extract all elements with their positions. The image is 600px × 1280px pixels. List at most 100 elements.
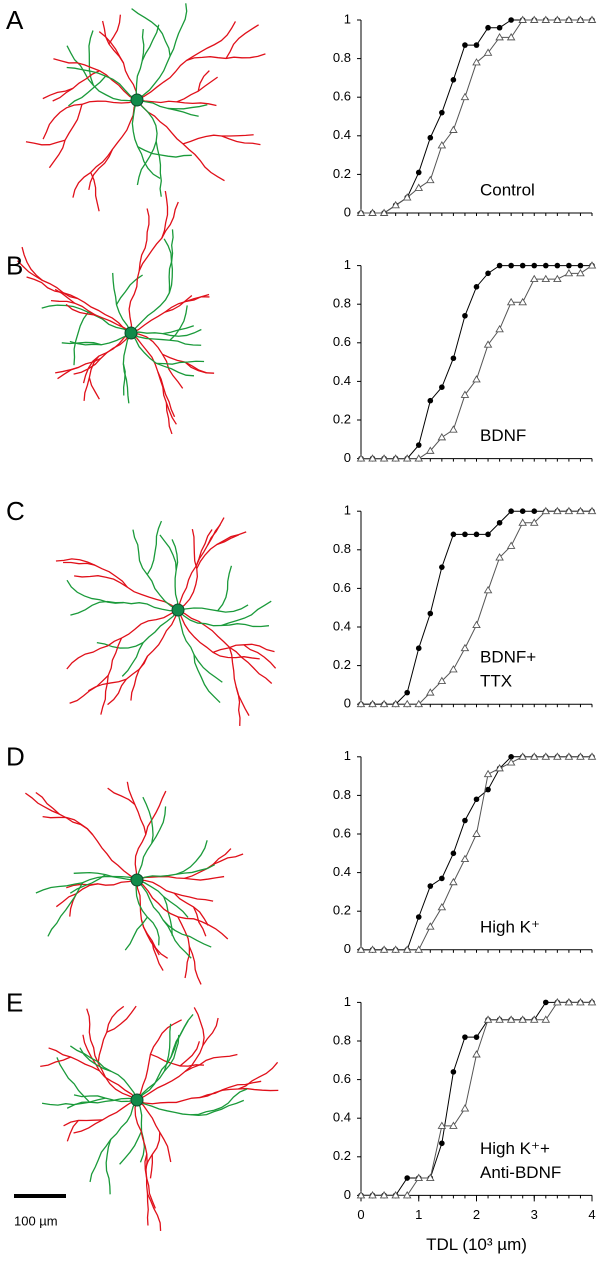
point [450, 355, 457, 362]
point [426, 922, 435, 930]
dendrite [207, 517, 225, 546]
series-line [361, 19, 592, 214]
point [415, 645, 422, 652]
point [415, 442, 422, 448]
point [485, 270, 491, 277]
point [483, 48, 493, 56]
point [356, 1191, 366, 1199]
point [518, 15, 527, 23]
series-line [361, 756, 592, 951]
point [427, 397, 434, 404]
point [462, 42, 468, 48]
point [437, 902, 447, 911]
point [414, 1173, 424, 1181]
dendrite [137, 146, 192, 158]
dendrite [88, 99, 138, 191]
point [449, 877, 458, 886]
y-tick-label: 0.6 [333, 89, 351, 104]
point [449, 425, 458, 433]
point [379, 208, 389, 216]
dendrite [177, 916, 191, 979]
point [462, 817, 468, 824]
point [356, 208, 366, 216]
point [391, 699, 400, 708]
point [460, 390, 470, 398]
panel-label: E [6, 987, 23, 1017]
point [495, 324, 504, 333]
point [553, 752, 562, 760]
dendrite [66, 1119, 79, 1142]
point [587, 15, 597, 23]
y-tick-label: 0.2 [333, 903, 351, 918]
y-tick-label: 0.4 [333, 127, 351, 142]
dendrite [119, 1130, 143, 1165]
point [402, 1191, 412, 1199]
point [553, 998, 562, 1006]
y-tick-label: 0.8 [333, 1032, 351, 1047]
neuron-drawing [25, 781, 244, 985]
dendrite [156, 360, 205, 365]
point [508, 17, 514, 23]
y-tick-label: 1 [344, 257, 351, 272]
x-tick-label: 3 [531, 1207, 538, 1222]
dendrite [221, 135, 261, 146]
point [356, 699, 366, 708]
point [472, 375, 481, 383]
y-tick-label: 0.4 [333, 864, 351, 879]
panel-label: B [6, 250, 23, 280]
dendrite [136, 1019, 182, 1101]
point [426, 1173, 435, 1181]
point [450, 850, 457, 857]
point [529, 274, 539, 283]
point [495, 1015, 504, 1023]
dendrite [55, 558, 96, 566]
point [496, 24, 503, 31]
y-tick-label: 0.4 [333, 373, 351, 388]
dendrite [70, 600, 179, 616]
point [414, 183, 424, 191]
point [576, 268, 585, 277]
dendrite [66, 1097, 106, 1109]
y-tick-label: 0.6 [333, 580, 351, 595]
dendrite [136, 875, 225, 881]
point [554, 262, 561, 269]
point [541, 752, 551, 760]
point [379, 454, 389, 462]
dendrite [197, 70, 210, 92]
dendrite [166, 1014, 194, 1064]
dendrite [73, 1099, 138, 1134]
dendrite [61, 341, 102, 346]
point [587, 261, 597, 269]
series-line [361, 265, 593, 460]
dendrite [98, 31, 138, 101]
point [564, 268, 574, 277]
point [402, 193, 412, 201]
point [462, 1034, 468, 1040]
dendrite [150, 1053, 205, 1067]
point [508, 508, 514, 514]
dendrite [238, 1061, 279, 1090]
dendrite [130, 325, 194, 335]
point [426, 446, 435, 454]
dendrite [107, 787, 136, 806]
point [529, 752, 539, 760]
point [414, 699, 424, 708]
dendrite [177, 609, 260, 660]
point [426, 175, 435, 184]
point [587, 506, 597, 515]
point [391, 454, 400, 462]
neuron-drawing [16, 190, 215, 435]
dendrite [193, 654, 221, 704]
point [495, 553, 504, 561]
dendrite [131, 99, 161, 179]
point [519, 508, 526, 514]
dendrite [159, 534, 177, 571]
point [449, 665, 458, 673]
dendrite [190, 1088, 248, 1116]
dendrite [146, 1193, 162, 1231]
dendrite [82, 1034, 138, 1101]
y-tick-label: 0.2 [333, 166, 351, 181]
series-line [361, 510, 592, 705]
dendrite [26, 276, 132, 334]
point [506, 32, 516, 41]
